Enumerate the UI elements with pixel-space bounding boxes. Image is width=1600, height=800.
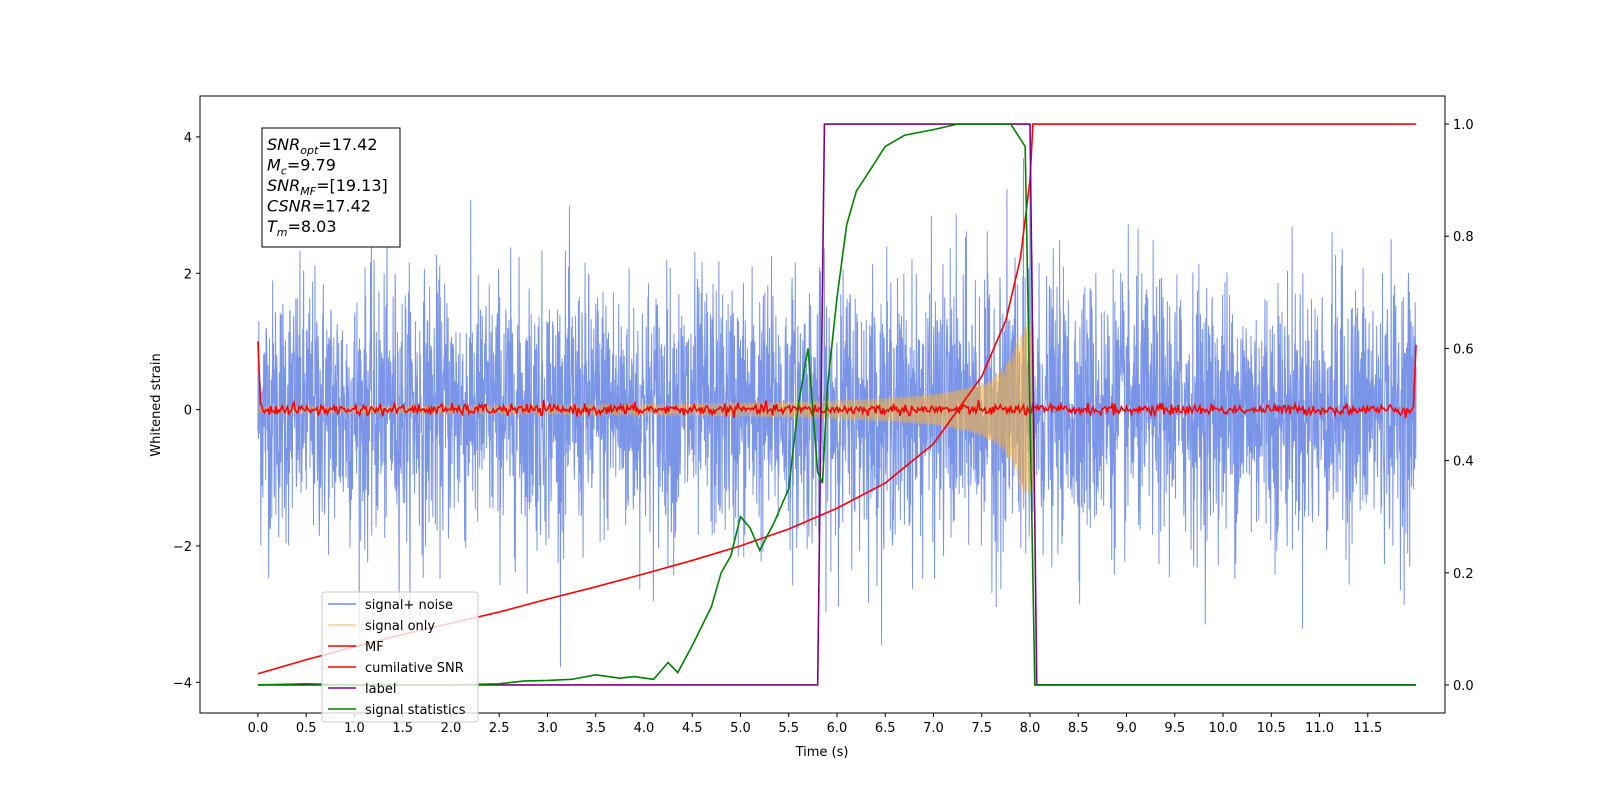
series-signal-plus-noise-line (257, 158, 1417, 668)
y-tick-label: −2 (173, 540, 192, 555)
x-tick-label: 10.0 (1209, 721, 1238, 736)
annotation-line: Tm=8.03 (267, 217, 337, 239)
x-tick-label: 1.5 (392, 721, 413, 736)
y-tick-label: −4 (173, 676, 192, 691)
x-tick-label: 6.5 (875, 721, 896, 736)
x-tick-label: 4.5 (682, 721, 703, 736)
annotation-box-frame (261, 127, 401, 248)
axes-frame (199, 95, 1446, 714)
x-tick-label: 2.5 (489, 721, 510, 736)
x-tick-label: 6.0 (827, 721, 848, 736)
legend-frame (321, 591, 479, 723)
y2-tick-label: 0.8 (1453, 230, 1474, 245)
y-tick-label: 4 (184, 131, 192, 146)
x-tick-label: 7.5 (971, 721, 992, 736)
x-tick-label: 5.5 (778, 721, 799, 736)
y2-tick-label: 0.6 (1453, 342, 1474, 357)
y2-tick-label: 0.4 (1453, 455, 1474, 470)
x-tick-label: 8.5 (1068, 721, 1089, 736)
parameter-annotation-box: SNRopt=17.42Mc=9.79SNRMF=[19.13]CSNR=17.… (261, 127, 401, 248)
legend-entry-label: label (365, 682, 396, 697)
series-signal-statistics-line (257, 123, 1417, 686)
x-axis: 0.0 0.5 1.0 1.5 2.0 2.5 3.0 3.5 4.0 4.5 5.0 5.5 6.0 6… (248, 713, 1382, 736)
annotation-line: Mc=9.79 (267, 156, 336, 178)
y-tick-label: 2 (184, 267, 192, 282)
x-tick-label: 3.0 (537, 721, 558, 736)
x-tick-label: 8.0 (1020, 721, 1041, 736)
x-tick-label: 11.5 (1353, 721, 1382, 736)
y2-tick-label: 0.0 (1453, 679, 1474, 694)
annotation-line: SNRopt=17.42 (267, 135, 378, 157)
x-tick-label: 11.0 (1305, 721, 1334, 736)
y2-tick-label: 1.0 (1453, 118, 1474, 133)
x-tick-label: 7.0 (923, 721, 944, 736)
x-tick-label: 0.5 (296, 721, 317, 736)
legend: signal+ noise signal only MF cumilative SNR… (321, 591, 479, 723)
x-tick-label: 9.5 (1164, 721, 1185, 736)
x-axis-label: Time (s) (795, 745, 849, 760)
legend-entry-label: signal+ noise (365, 598, 453, 613)
x-tick-label: 10.5 (1257, 721, 1286, 736)
y2-tick-label: 0.2 (1453, 567, 1474, 582)
series-mf-line (257, 341, 1417, 419)
x-tick-label: 4.0 (634, 721, 655, 736)
legend-entry-label: cumilative SNR (365, 661, 464, 676)
y-axis-label: Whitened strain (149, 353, 164, 456)
y-axis-left: −4 −2 0 2 4 (173, 131, 200, 691)
x-tick-label: 2.0 (441, 721, 462, 736)
legend-entry-label: MF (365, 640, 384, 655)
x-tick-label: 1.0 (344, 721, 365, 736)
annotation-line: CSNR=17.42 (267, 197, 371, 216)
legend-entry-label: signal statistics (365, 703, 466, 718)
x-tick-label: 9.0 (1116, 721, 1137, 736)
y-axis-right: 0.0 0.2 0.4 0.6 0.8 1.0 (1445, 118, 1474, 694)
annotation-line: SNRMF=[19.13] (267, 176, 388, 198)
x-tick-label: 3.5 (585, 721, 606, 736)
y-tick-label: 0 (184, 404, 192, 419)
x-tick-label: 0.0 (248, 721, 269, 736)
legend-entry-label: signal only (365, 619, 435, 634)
x-tick-label: 5.0 (730, 721, 751, 736)
